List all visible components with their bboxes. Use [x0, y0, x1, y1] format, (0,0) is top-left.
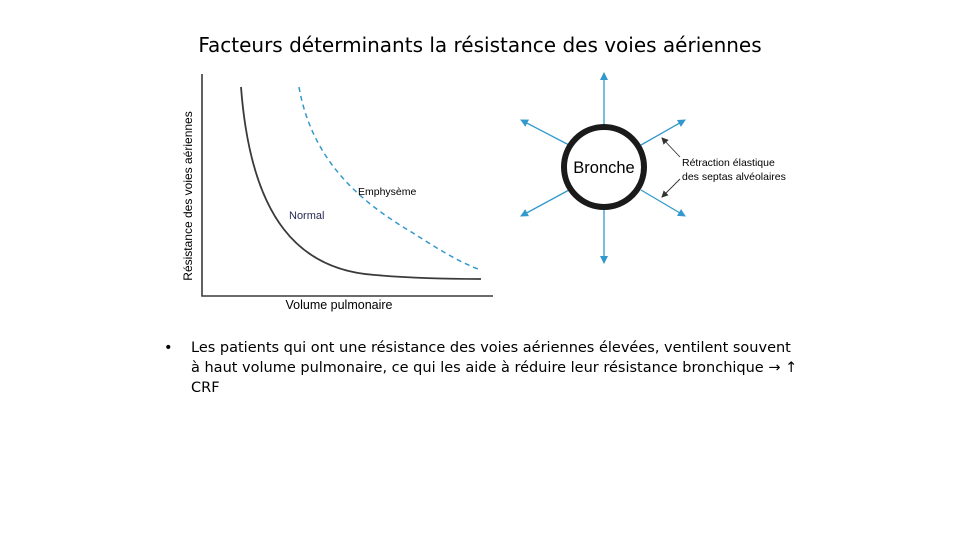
bronchus-ring: [561, 124, 647, 210]
bullet-marker: •: [164, 340, 173, 356]
graph-ylabel: Résistance des voies aériennes: [181, 111, 195, 280]
graph-axes: [201, 74, 493, 297]
annotation-pointer-top: [661, 137, 681, 158]
figure-svg: Résistance des voies aériennes Volume pu…: [181, 72, 786, 312]
figure-area: Résistance des voies aériennes Volume pu…: [175, 70, 805, 320]
normal-curve: [240, 86, 482, 280]
bronchus-diagram: Bronche Rétraction élastique des septas …: [520, 72, 786, 264]
annotation-line-2: des septas alvéolaires: [682, 171, 786, 183]
emphysema-label: Emphysème: [358, 186, 417, 198]
arrow-upper-left: [520, 119, 570, 146]
graph: Résistance des voies aériennes Volume pu…: [181, 74, 493, 312]
normal-label: Normal: [289, 210, 324, 222]
bronchus-label: Bronche: [573, 159, 634, 177]
graph-xlabel: Volume pulmonaire: [285, 298, 392, 312]
bullet-item: • Les patients qui ont une résistance de…: [160, 338, 800, 398]
slide-title: Facteurs déterminants la résistance des …: [198, 33, 762, 57]
arrow-lower-left: [520, 189, 570, 217]
arrow-lower-right: [640, 189, 686, 217]
annotation-line-1: Rétraction élastique: [682, 157, 775, 169]
bronchus-arrows: [520, 72, 686, 264]
emphysema-curve: [298, 86, 482, 271]
annotation-pointer-bottom: [661, 178, 681, 198]
bullet-list: • Les patients qui ont une résistance de…: [160, 338, 800, 398]
bullet-text: Les patients qui ont une résistance des …: [191, 340, 798, 396]
arrow-upper-right: [640, 119, 686, 146]
